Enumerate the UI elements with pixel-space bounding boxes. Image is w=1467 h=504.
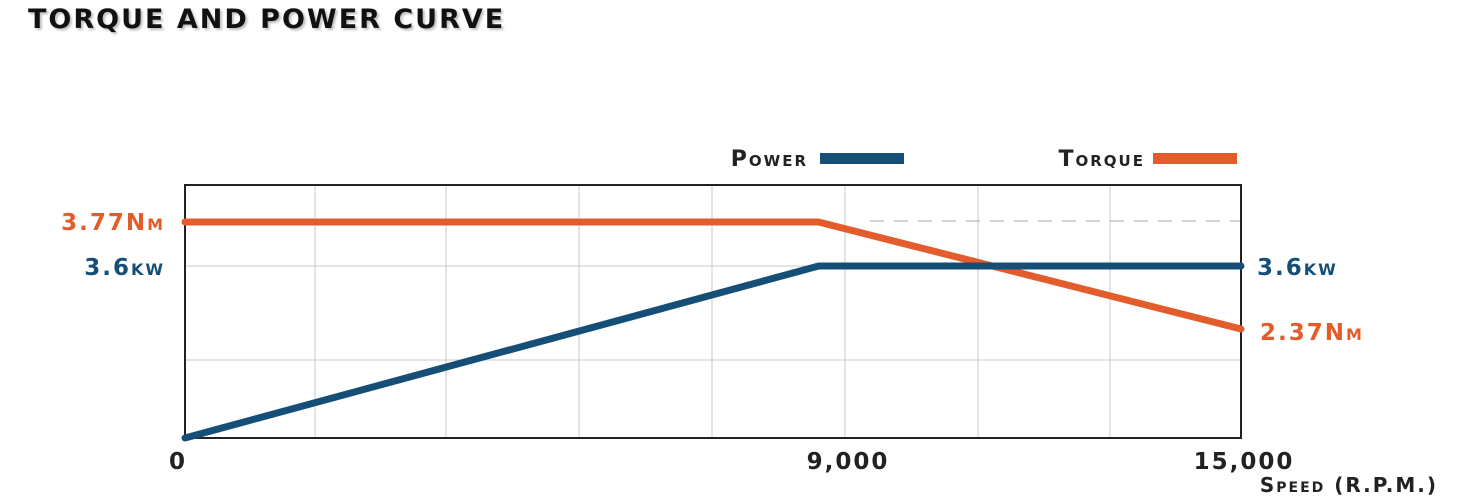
- x-tick-label: 9,000: [807, 449, 890, 475]
- x-tick-label: 15,000: [1194, 449, 1295, 475]
- chart-title: TORQUE AND POWER CURVE: [28, 4, 506, 35]
- legend-label-torque: Torque: [1059, 147, 1146, 172]
- legend-label-power: Power: [731, 147, 808, 172]
- power-label-right: 3.6kw: [1257, 255, 1338, 281]
- power-label-left: 3.6kw: [84, 255, 165, 281]
- power-line: [181, 262, 1245, 442]
- torque-label-right: 2.37Nm: [1260, 320, 1364, 346]
- torque-label-left: 3.77Nm: [61, 210, 165, 236]
- x-axis-label: Speed (R.P.M.): [1260, 473, 1438, 497]
- torque-line: [181, 218, 1245, 333]
- legend-swatch-torque: [1153, 153, 1237, 164]
- x-tick-label: 0: [169, 449, 187, 475]
- legend-swatch-power: [820, 153, 904, 164]
- plot-frame: [184, 184, 1242, 439]
